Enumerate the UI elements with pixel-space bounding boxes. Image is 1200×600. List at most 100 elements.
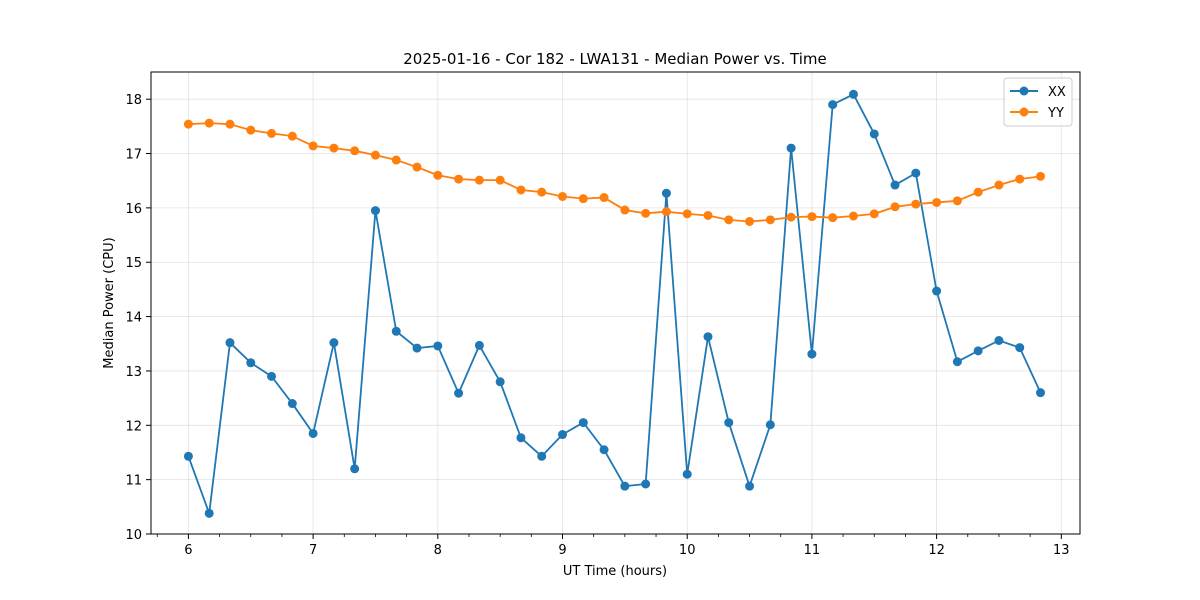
data-point-yy xyxy=(267,128,277,138)
data-point-xx xyxy=(973,346,983,356)
data-point-xx xyxy=(952,357,962,367)
data-point-xx xyxy=(911,168,921,178)
plot-frame xyxy=(150,71,1081,535)
data-point-xx xyxy=(308,428,318,438)
data-point-yy xyxy=(828,213,838,223)
data-point-yy xyxy=(495,175,505,185)
data-point-xx xyxy=(848,89,858,99)
data-point-xx xyxy=(287,399,297,409)
data-point-xx xyxy=(537,451,547,461)
data-point-yy xyxy=(682,209,692,219)
axis-ticks: 6 7 8 9 10 11 12 13 10 11 12 13 14 15 16 17 18 xyxy=(125,93,1069,558)
y-tick-label: 13 xyxy=(125,365,142,380)
data-point-yy xyxy=(204,118,214,128)
data-point-xx xyxy=(246,358,256,368)
data-point-xx xyxy=(828,100,838,110)
data-point-xx xyxy=(1015,343,1025,353)
data-point-yy xyxy=(1015,174,1025,184)
data-point-xx xyxy=(786,143,796,153)
data-point-yy xyxy=(454,174,464,184)
chart-title: 2025-01-16 - Cor 182 - LWA131 - Median P… xyxy=(403,50,827,68)
y-tick-label: 18 xyxy=(125,93,142,108)
data-point-yy xyxy=(578,194,588,204)
data-point-xx xyxy=(994,336,1004,346)
data-point-xx xyxy=(329,338,339,348)
data-point-xx xyxy=(620,481,630,491)
legend-label-xx: XX xyxy=(1048,85,1066,100)
x-tick-label: 6 xyxy=(184,543,192,558)
data-point-yy xyxy=(287,131,297,141)
data-point-xx xyxy=(516,433,526,443)
data-point-xx xyxy=(1036,388,1046,398)
x-tick-label: 11 xyxy=(804,543,821,558)
y-tick-label: 12 xyxy=(125,419,142,434)
y-tick-label: 17 xyxy=(125,148,142,163)
data-point-xx xyxy=(454,388,464,398)
data-point-xx xyxy=(370,206,380,216)
data-point-yy xyxy=(911,199,921,209)
data-point-xx xyxy=(890,180,900,190)
data-point-yy xyxy=(246,125,256,135)
data-point-xx xyxy=(745,481,755,491)
data-point-yy xyxy=(370,150,380,160)
data-point-xx xyxy=(807,349,817,359)
data-point-yy xyxy=(412,162,422,172)
data-point-xx xyxy=(267,371,277,381)
data-point-xx xyxy=(641,479,651,489)
data-point-yy xyxy=(308,141,318,151)
x-tick-label: 10 xyxy=(679,543,696,558)
data-point-yy xyxy=(661,207,671,217)
data-point-xx xyxy=(412,343,422,353)
data-point-yy xyxy=(1036,171,1046,181)
data-point-xx xyxy=(724,418,734,428)
data-point-xx xyxy=(703,332,713,342)
data-point-yy xyxy=(869,209,879,219)
data-point-xx xyxy=(391,326,401,336)
x-tick-label: 12 xyxy=(928,543,945,558)
data-point-xx xyxy=(765,420,775,430)
data-point-yy xyxy=(952,196,962,206)
data-point-yy xyxy=(558,191,568,201)
data-point-yy xyxy=(932,197,942,207)
x-tick-label: 13 xyxy=(1053,543,1070,558)
data-point-xx xyxy=(495,377,505,387)
data-point-yy xyxy=(641,208,651,218)
data-point-xx xyxy=(661,188,671,198)
data-point-yy xyxy=(890,202,900,212)
x-tick-label: 8 xyxy=(434,543,442,558)
x-tick-label: 7 xyxy=(309,543,317,558)
data-point-xx xyxy=(932,286,942,296)
data-point-yy xyxy=(537,187,547,197)
data-point-yy xyxy=(786,212,796,222)
y-tick-label: 10 xyxy=(125,528,142,543)
y-axis-label: Median Power (CPU) xyxy=(102,237,117,368)
data-point-yy xyxy=(724,215,734,225)
data-point-xx xyxy=(682,469,692,479)
data-point-yy xyxy=(225,119,235,129)
data-point-yy xyxy=(973,187,983,197)
x-axis-label: UT Time (hours) xyxy=(563,564,667,579)
legend-label-yy: YY xyxy=(1047,106,1064,121)
data-point-yy xyxy=(474,175,484,185)
data-point-xx xyxy=(869,129,879,139)
legend-marker-yy xyxy=(1019,107,1029,117)
y-tick-label: 16 xyxy=(125,202,142,217)
data-point-yy xyxy=(745,216,755,226)
data-point-xx xyxy=(558,430,568,440)
series-layer xyxy=(183,89,1046,518)
data-point-yy xyxy=(620,205,630,215)
data-point-xx xyxy=(225,338,235,348)
data-point-yy xyxy=(848,211,858,221)
data-point-xx xyxy=(578,418,588,428)
data-point-xx xyxy=(350,464,360,474)
data-point-yy xyxy=(994,180,1004,190)
data-point-xx xyxy=(433,341,443,351)
x-tick-label: 9 xyxy=(558,543,566,558)
y-tick-label: 11 xyxy=(125,474,142,489)
data-point-yy xyxy=(703,210,713,220)
legend: XX YY xyxy=(1003,77,1073,127)
y-tick-label: 14 xyxy=(125,311,142,326)
data-point-yy xyxy=(350,146,360,156)
